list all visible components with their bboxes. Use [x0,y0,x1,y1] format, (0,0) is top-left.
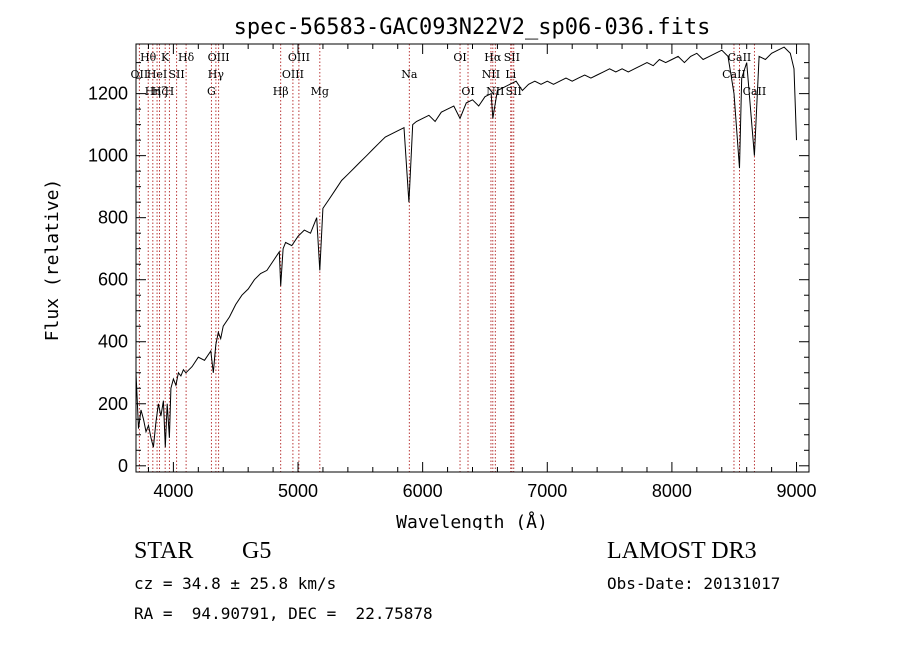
object-subclass: G5 [242,538,272,564]
y-tick-label-6: 1200 [88,84,128,104]
x-tick-label-2: 6000 [403,481,443,501]
x-tick-label-5: 9000 [777,481,817,501]
x-axis-label: Wavelength (Å) [396,511,548,530]
survey-name: LAMOST DR3 [607,538,757,564]
redshift-cz: cz = 34.8 ± 25.8 km/s [134,574,337,593]
object-class: STAR [134,538,194,564]
y-tick-label-1: 200 [98,394,128,414]
x-tick-label-4: 8000 [652,481,692,501]
line-label-1: Hθ [140,51,157,64]
line-label-18: OI [461,85,474,98]
line-label-0: OII [131,68,149,81]
spectral-line-labels: OII Hθ Hη HeI Hζ K H SII Hδ G Hγ OIII Hβ OIII OIII Mg Na… [131,51,767,98]
line-label-15: Mg [311,85,329,98]
line-label-10: Hγ [208,68,225,81]
line-label-16: Na [401,68,418,81]
line-label-3: HeI [147,68,167,81]
x-axis-ticks: 4000 5000 6000 7000 8000 9000 [147,44,817,501]
y-tick-label-3: 600 [98,270,128,290]
line-label-25: CaII [722,68,746,81]
line-label-23: SII [504,51,520,64]
y-tick-label-4: 800 [98,208,128,228]
line-label-13: OIII [282,68,304,81]
line-label-2: Hη [145,85,161,98]
line-label-8: Hδ [178,51,195,64]
line-label-21: NII [486,85,504,98]
line-label-27: CaII [743,85,767,98]
line-label-11: OIII [208,51,230,64]
line-label-14: OIII [288,51,310,64]
line-label-26: CaII [728,51,752,64]
line-label-7: SII [169,68,185,81]
chart-title: spec-56583-GAC093N22V2_sp06-036.fits [234,15,711,40]
line-label-6: H [165,85,175,98]
spectral-line-markers [138,44,755,472]
line-label-9: G [207,85,216,98]
line-label-22: Li [505,68,516,81]
y-tick-label-0: 0 [118,456,128,476]
line-label-17: OI [453,51,466,64]
line-label-19: NII [482,68,500,81]
x-tick-label-1: 5000 [278,481,318,501]
line-label-4: Hζ [152,85,168,98]
line-label-12: Hβ [273,85,289,98]
y-tick-label-2: 400 [98,332,128,352]
observation-date: Obs-Date: 20131017 [607,574,781,593]
coordinates: RA = 94.90791, DEC = 22.75878 [134,604,433,623]
y-tick-label-5: 1000 [88,146,128,166]
spectrum-line [135,46,797,448]
x-tick-label-3: 7000 [527,481,567,501]
y-axis-label: Flux (relative) [42,179,63,342]
y-axis-ticks: 0 200 400 600 800 1000 1200 [88,62,809,476]
line-label-5: K [161,51,170,64]
line-label-20: Hα [484,51,502,64]
spectrum-chart: spec-56583-GAC093N22V2_sp06-036.fits OII… [42,15,817,530]
x-tick-label-0: 4000 [153,481,193,501]
plot-frame [135,43,810,473]
line-label-24: SII [506,85,522,98]
